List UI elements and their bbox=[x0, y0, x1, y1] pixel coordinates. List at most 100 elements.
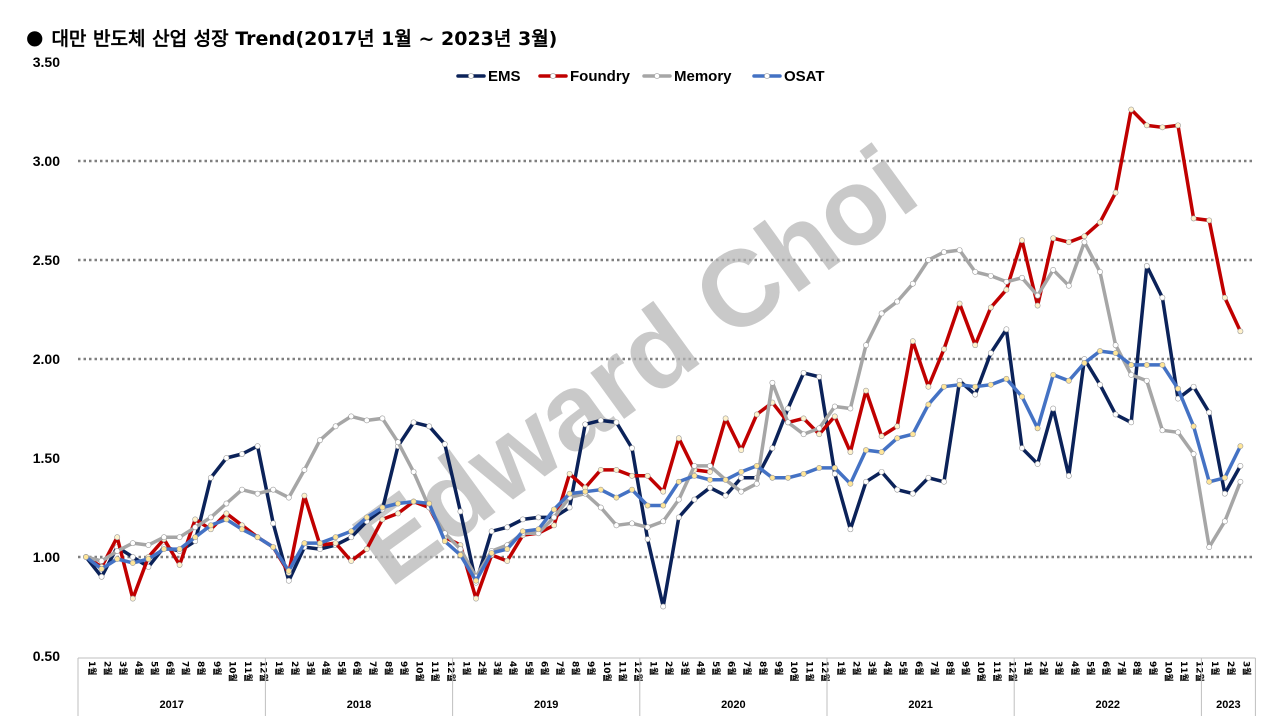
data-point bbox=[1019, 393, 1025, 400]
data-point bbox=[956, 300, 963, 307]
data-point bbox=[1081, 239, 1088, 246]
data-point bbox=[301, 466, 308, 473]
data-point bbox=[613, 494, 620, 501]
data-point bbox=[941, 383, 947, 390]
data-point bbox=[847, 480, 854, 487]
data-point bbox=[675, 478, 682, 485]
legend-label: Foundry bbox=[570, 68, 631, 85]
data-point bbox=[1175, 429, 1181, 436]
year-label: 2018 bbox=[347, 699, 371, 711]
data-point bbox=[441, 538, 448, 545]
x-tick-label: 11월 bbox=[429, 661, 441, 682]
data-point bbox=[738, 488, 745, 495]
data-point bbox=[192, 516, 199, 523]
data-point bbox=[161, 546, 167, 552]
x-tick-label: 10월 bbox=[601, 661, 613, 682]
data-point bbox=[192, 534, 199, 541]
data-point bbox=[675, 435, 682, 442]
year-label: 2021 bbox=[908, 699, 932, 711]
data-point bbox=[956, 381, 963, 388]
data-point bbox=[941, 249, 947, 255]
data-point bbox=[1034, 425, 1041, 432]
data-point bbox=[223, 455, 230, 461]
data-point bbox=[317, 437, 323, 444]
data-point bbox=[1034, 292, 1041, 299]
x-tick-label: 10월 bbox=[975, 661, 987, 682]
data-point bbox=[1003, 375, 1010, 382]
x-tick-label: 4월 bbox=[882, 661, 894, 676]
data-point bbox=[1237, 328, 1244, 335]
data-point bbox=[831, 403, 838, 410]
data-point bbox=[925, 257, 932, 263]
data-point bbox=[894, 298, 901, 305]
x-tick-label: 10월 bbox=[226, 661, 238, 682]
data-point bbox=[613, 522, 620, 529]
data-point bbox=[1128, 106, 1135, 113]
data-point bbox=[285, 577, 292, 584]
data-point bbox=[894, 435, 901, 442]
legend: EMS Foundry Memory OSAT bbox=[456, 68, 825, 85]
data-point bbox=[239, 451, 245, 457]
data-point bbox=[83, 554, 89, 560]
data-point bbox=[270, 520, 277, 527]
data-point bbox=[878, 310, 885, 317]
data-point bbox=[161, 534, 167, 541]
data-point bbox=[1206, 409, 1213, 416]
x-tick-label: 10월 bbox=[788, 661, 800, 682]
data-point bbox=[535, 526, 542, 533]
data-point bbox=[1175, 385, 1181, 392]
data-point bbox=[395, 500, 401, 507]
x-tick-label: 2월 bbox=[476, 661, 488, 676]
x-tick-label: 5월 bbox=[148, 661, 160, 676]
x-tick-label: 9월 bbox=[1147, 661, 1159, 676]
data-point bbox=[582, 488, 589, 495]
data-point bbox=[426, 500, 433, 507]
data-point bbox=[176, 534, 183, 541]
x-tick-label: 3월 bbox=[117, 661, 129, 676]
data-point bbox=[379, 504, 386, 511]
x-tick-label: 6월 bbox=[726, 661, 738, 676]
data-point bbox=[285, 567, 292, 574]
x-tick-label: 8월 bbox=[570, 661, 582, 676]
data-point bbox=[1221, 294, 1228, 301]
data-point bbox=[987, 350, 994, 356]
x-tick-label: 2월 bbox=[289, 661, 301, 676]
data-point bbox=[1143, 263, 1150, 269]
y-axis: 0.50 1.00 1.50 2.00 2.50 3.00 3.50 bbox=[33, 54, 60, 664]
data-point bbox=[722, 476, 729, 483]
data-point bbox=[1065, 377, 1072, 384]
x-tick-label: 3월 bbox=[304, 661, 316, 676]
x-tick-label: 4월 bbox=[694, 661, 706, 676]
x-tick-label: 12월 bbox=[445, 661, 457, 682]
data-point bbox=[379, 516, 386, 523]
data-point bbox=[363, 514, 370, 521]
x-tick-label: 3월 bbox=[1240, 661, 1252, 676]
watermark-text: Edward Choi bbox=[332, 122, 937, 608]
data-point bbox=[878, 468, 885, 475]
data-point bbox=[753, 480, 760, 487]
data-point bbox=[1050, 405, 1057, 412]
data-point bbox=[894, 486, 901, 493]
data-point bbox=[114, 534, 121, 541]
x-tick-label: 9월 bbox=[772, 661, 784, 676]
data-point bbox=[504, 546, 511, 552]
x-tick-label: 8월 bbox=[1131, 661, 1143, 676]
x-tick-label: 12월 bbox=[1006, 661, 1018, 682]
data-point bbox=[129, 554, 136, 560]
data-point bbox=[1221, 490, 1228, 497]
x-tick-label: 12월 bbox=[632, 661, 644, 682]
data-point bbox=[597, 417, 604, 424]
x-tick-label: 1월 bbox=[835, 661, 847, 676]
data-point bbox=[831, 464, 838, 471]
data-point bbox=[1065, 472, 1072, 479]
data-point bbox=[1050, 266, 1057, 273]
data-point bbox=[129, 560, 136, 566]
x-tick-label: 4월 bbox=[507, 661, 519, 676]
data-point bbox=[176, 546, 183, 552]
data-point bbox=[1065, 239, 1072, 246]
data-point bbox=[1019, 445, 1025, 451]
data-point bbox=[738, 447, 745, 453]
legend-marker bbox=[550, 73, 556, 79]
data-point bbox=[753, 411, 760, 418]
data-point bbox=[1237, 478, 1244, 485]
